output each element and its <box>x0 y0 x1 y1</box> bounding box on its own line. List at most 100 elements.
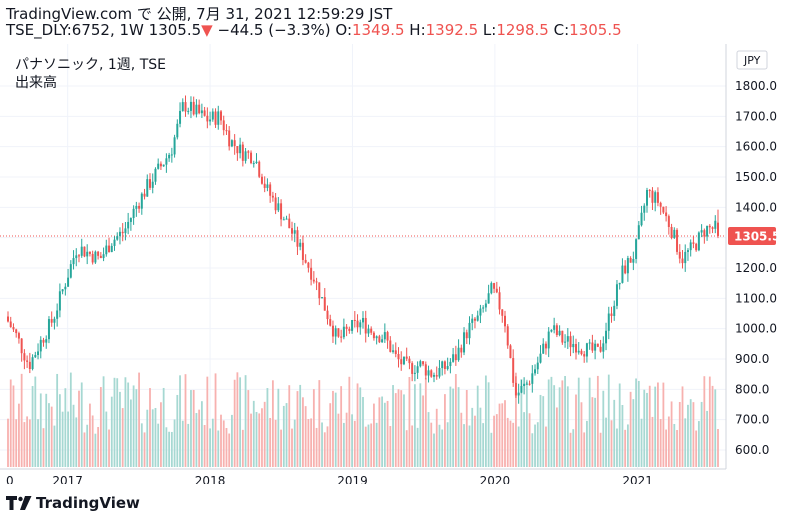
candle-body <box>247 151 250 153</box>
volume-bar <box>367 424 370 467</box>
candle-body <box>667 216 670 227</box>
volume-bar <box>15 419 18 467</box>
candle-body <box>372 332 375 339</box>
volume-bar <box>583 432 586 467</box>
candle-body <box>301 242 304 260</box>
price-chart[interactable]: 1800.01700.01600.01500.01400.01300.01200… <box>0 44 788 484</box>
candle-body <box>547 331 550 349</box>
volume-bar <box>108 429 110 467</box>
volume-bar <box>545 426 547 467</box>
candle-body <box>80 246 83 256</box>
candle-body <box>353 319 356 321</box>
volume-bar <box>154 407 157 467</box>
candle-body <box>594 343 597 351</box>
footer-brand[interactable]: TradingView <box>6 494 140 512</box>
candle-body <box>348 328 351 331</box>
candle-body <box>187 110 190 112</box>
volume-bar <box>626 424 629 467</box>
candle-body <box>337 328 340 337</box>
volume-bar <box>657 382 659 467</box>
candle-body <box>678 251 681 259</box>
volume-bar <box>116 378 119 467</box>
volume-bar <box>173 419 176 467</box>
volume-bar <box>124 377 127 467</box>
candle-body <box>484 303 487 308</box>
volume-bar <box>501 403 504 467</box>
candle-body <box>400 359 403 365</box>
candle-body <box>561 330 564 343</box>
volume-bar <box>452 388 455 467</box>
volume-bar <box>334 392 337 467</box>
y-tick-label: 1700.0 <box>735 109 777 123</box>
volume-bar <box>708 376 711 467</box>
volume-bar <box>211 418 214 467</box>
volume-bar <box>670 401 673 467</box>
volume-bar <box>523 412 526 467</box>
volume-bar <box>364 426 367 467</box>
candle-body <box>656 192 659 203</box>
site-name[interactable]: TradingView.com <box>6 5 133 23</box>
volume-bar <box>209 428 211 467</box>
candle-body <box>706 225 709 237</box>
candle-body <box>362 317 364 323</box>
candle-body <box>162 164 165 167</box>
y-tick-label: 1200.0 <box>735 261 777 275</box>
candle-body <box>635 239 638 259</box>
x-tick-label: 2021 <box>622 474 653 484</box>
candle-body <box>351 319 354 331</box>
volume-bar <box>602 390 605 467</box>
volume-bar <box>580 402 583 467</box>
volume-bar <box>179 375 181 467</box>
candle-body <box>381 339 384 343</box>
volume-bar <box>64 388 67 467</box>
candle-body <box>143 193 146 197</box>
candle-body <box>621 265 624 283</box>
volume-bar <box>61 411 64 467</box>
volume-bar <box>684 418 687 467</box>
candle-body <box>225 130 228 132</box>
candle-body <box>416 366 419 373</box>
volume-bar <box>610 420 613 467</box>
volume-bar <box>454 374 457 467</box>
down-arrow-icon: ▼ <box>201 21 213 39</box>
candle-body <box>506 326 509 346</box>
x-tick-label: 2019 <box>337 474 368 484</box>
candle-body <box>714 220 717 229</box>
volume-bar <box>441 429 444 467</box>
candle-body <box>236 146 239 154</box>
candle-body <box>411 363 414 374</box>
volume-bar <box>266 388 269 467</box>
volume-bar <box>632 399 635 467</box>
candle-body <box>553 325 556 330</box>
volume-bar <box>282 405 285 467</box>
candle-body <box>285 218 288 220</box>
candle-body <box>637 225 640 240</box>
candle-body <box>288 218 291 229</box>
volume-bar <box>517 426 520 467</box>
volume-bar <box>181 420 184 467</box>
volume-bar <box>83 432 86 467</box>
candle-body <box>686 250 689 252</box>
volume-bar <box>184 374 187 467</box>
candle-body <box>83 246 86 257</box>
volume-bar <box>651 416 654 467</box>
volume-bar <box>307 419 310 467</box>
candle-body <box>280 203 283 220</box>
volume-bar <box>703 376 706 467</box>
candle-body <box>299 242 302 247</box>
volume-bar <box>640 418 643 467</box>
chart-area[interactable]: 1800.01700.01600.01500.01400.01300.01200… <box>0 44 788 484</box>
volume-bar <box>310 418 313 467</box>
volume-bar <box>274 419 277 467</box>
volume-bar <box>635 378 637 467</box>
candle-body <box>42 339 45 343</box>
candle-body <box>102 254 105 259</box>
volume-bar <box>564 376 566 467</box>
volume-bar <box>449 386 452 467</box>
volume-bar <box>285 403 288 467</box>
volume-bar <box>613 399 616 467</box>
volume-bar <box>476 385 479 467</box>
volume-bar <box>487 382 490 467</box>
candle-body <box>659 202 662 207</box>
currency-box <box>736 50 768 70</box>
